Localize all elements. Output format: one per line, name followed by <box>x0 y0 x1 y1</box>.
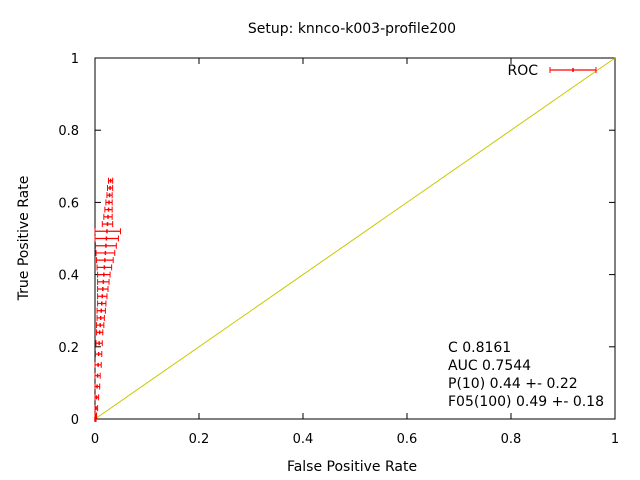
y-tick-label: 0.2 <box>58 341 79 356</box>
x-tick-label: 0.2 <box>189 432 210 447</box>
stat-c: C 0.8161 <box>448 340 511 356</box>
y-axis-label: True Positive Rate <box>16 176 32 302</box>
y-tick-label: 0.6 <box>58 196 79 211</box>
chart-title: Setup: knnco-k003-profile200 <box>248 21 456 37</box>
x-axis-label: False Positive Rate <box>287 459 417 475</box>
series-layer <box>94 57 616 422</box>
legend: ROC <box>507 63 597 79</box>
y-tick-label: 1 <box>71 52 79 67</box>
y-tick-label: 0 <box>71 413 79 428</box>
legend-label-roc: ROC <box>507 63 538 79</box>
y-axis: 0 0.2 0.4 0.6 0.8 1 <box>58 52 615 428</box>
x-tick-label: 0.8 <box>501 432 522 447</box>
stat-f05: F05(100) 0.49 +- 0.18 <box>448 394 604 410</box>
x-axis: 0 0.2 0.4 0.6 0.8 1 <box>91 58 619 447</box>
stat-auc: AUC 0.7544 <box>448 358 531 374</box>
stat-p10: P(10) 0.44 +- 0.22 <box>448 376 578 392</box>
x-tick-label: 1 <box>611 432 619 447</box>
x-tick-label: 0.6 <box>397 432 418 447</box>
stats-annotations: C 0.8161 AUC 0.7544 P(10) 0.44 +- 0.22 F… <box>448 340 604 410</box>
y-tick-label: 0.8 <box>58 124 79 139</box>
x-tick-label: 0.4 <box>293 432 314 447</box>
x-tick-label: 0 <box>91 432 99 447</box>
legend-sample-roc <box>549 67 597 73</box>
y-tick-label: 0.4 <box>58 269 79 284</box>
diagonal-reference-line <box>94 57 616 420</box>
